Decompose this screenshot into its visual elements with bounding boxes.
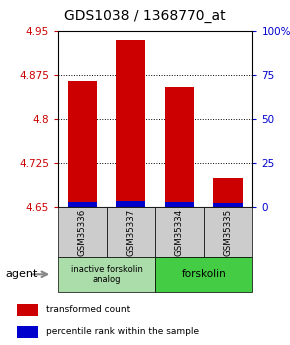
- Text: GSM35337: GSM35337: [126, 208, 135, 256]
- Bar: [116, 40, 146, 207]
- FancyBboxPatch shape: [155, 257, 252, 292]
- Text: agent: agent: [6, 269, 38, 279]
- Bar: [68, 81, 97, 207]
- Text: percentile rank within the sample: percentile rank within the sample: [46, 327, 200, 336]
- Text: GDS1038 / 1368770_at: GDS1038 / 1368770_at: [64, 9, 226, 23]
- Bar: [165, 202, 194, 207]
- FancyBboxPatch shape: [58, 207, 107, 257]
- Bar: [213, 203, 243, 207]
- Bar: [165, 87, 194, 207]
- FancyBboxPatch shape: [107, 207, 155, 257]
- Bar: [68, 202, 97, 207]
- Bar: [213, 178, 243, 207]
- Text: forskolin: forskolin: [181, 269, 226, 279]
- FancyBboxPatch shape: [204, 207, 252, 257]
- Text: GSM35335: GSM35335: [224, 208, 233, 256]
- Text: GSM35334: GSM35334: [175, 208, 184, 256]
- Text: inactive forskolin
analog: inactive forskolin analog: [71, 265, 142, 284]
- Text: GSM35336: GSM35336: [78, 208, 87, 256]
- Text: transformed count: transformed count: [46, 305, 131, 315]
- FancyBboxPatch shape: [58, 257, 155, 292]
- Bar: [116, 201, 146, 207]
- FancyBboxPatch shape: [155, 207, 204, 257]
- Bar: [17, 304, 38, 316]
- Bar: [17, 326, 38, 338]
